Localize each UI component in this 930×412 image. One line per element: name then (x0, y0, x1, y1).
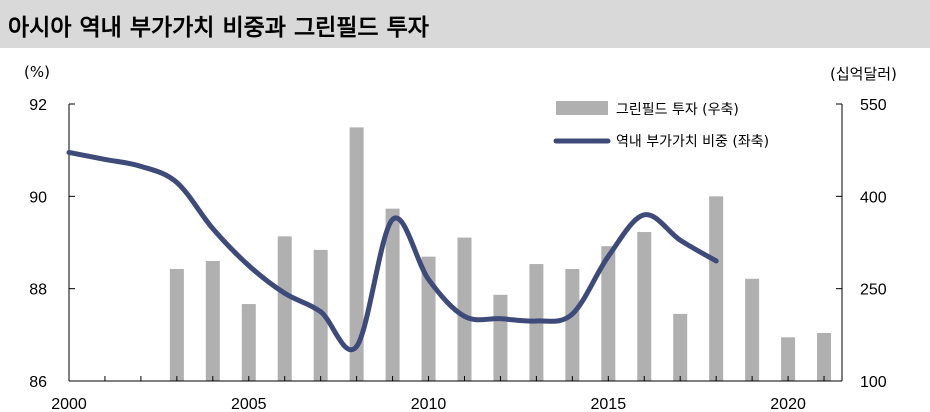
bar-greenfield-2019 (745, 278, 760, 381)
x-tick-label: 2000 (51, 396, 87, 412)
x-tick-label: 2020 (770, 396, 806, 412)
bar-greenfield-2012 (493, 294, 508, 381)
bar-greenfield-2009 (385, 208, 400, 381)
bar-greenfield-2007 (313, 249, 328, 381)
bar-greenfield-2006 (277, 236, 292, 381)
bar-greenfield-2017 (673, 313, 688, 381)
right-tick-label: 550 (860, 97, 887, 114)
x-tick-label: 2005 (231, 396, 267, 412)
left-tick-label: 90 (29, 189, 47, 206)
left-tick-label: 86 (29, 374, 47, 391)
right-tick-label: 250 (860, 282, 887, 299)
left-tick-label: 88 (29, 282, 47, 299)
left-axis-unit: (%) (24, 63, 50, 81)
right-axis-unit: (십억달러) (830, 65, 897, 83)
right-tick-label: 100 (860, 374, 887, 391)
bar-greenfield-2003 (169, 268, 184, 381)
chart-title: 아시아 역내 부가가치 비중과 그린필드 투자 (8, 15, 429, 41)
x-tick-label: 2010 (411, 396, 447, 412)
bar-greenfield-2021 (817, 332, 832, 381)
legend-label-greenfield: 그린필드 투자 (우축) (616, 102, 739, 118)
bar-greenfield-2018 (709, 196, 724, 381)
bar-greenfield-2004 (205, 260, 220, 381)
legend-label-value-added: 역내 부가가치 비중 (좌축) (616, 134, 769, 150)
bar-greenfield-2020 (781, 337, 796, 381)
x-tick-label: 2015 (591, 396, 627, 412)
title-bar: 아시아 역내 부가가치 비중과 그린필드 투자 (0, 0, 930, 48)
line-value-added-share (66, 149, 719, 353)
bar-greenfield-2014 (565, 268, 580, 381)
bar-greenfield-2011 (457, 237, 472, 381)
right-tick-label: 400 (860, 189, 887, 206)
legend-swatch-greenfield (556, 101, 608, 115)
bar-greenfield-2005 (241, 304, 256, 381)
bar-greenfield-2016 (637, 232, 652, 381)
bar-greenfield-2015 (601, 246, 616, 381)
left-tick-label: 92 (29, 97, 47, 114)
bar-greenfield-2008 (349, 127, 364, 381)
